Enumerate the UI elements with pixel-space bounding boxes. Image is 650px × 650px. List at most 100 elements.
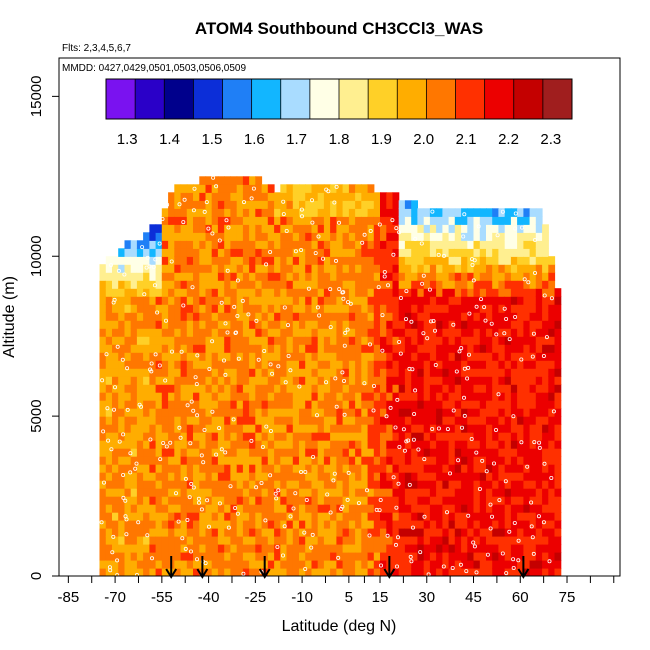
heatmap-cell bbox=[236, 176, 244, 185]
heatmap-cell bbox=[461, 560, 468, 569]
heatmap-cell bbox=[348, 424, 356, 433]
sample-point bbox=[303, 469, 308, 474]
heatmap-cell bbox=[398, 424, 406, 433]
sample-point bbox=[331, 478, 336, 483]
heatmap-cell bbox=[529, 504, 537, 513]
sample-point bbox=[377, 222, 382, 227]
sample-point bbox=[179, 349, 184, 354]
heatmap-cell bbox=[548, 400, 556, 409]
heatmap-cell bbox=[392, 536, 400, 545]
heatmap-cell bbox=[299, 296, 306, 305]
heatmap-cell bbox=[367, 216, 375, 225]
heatmap-cell bbox=[404, 368, 412, 377]
heatmap-cell bbox=[355, 448, 362, 457]
heatmap-cell bbox=[386, 400, 394, 409]
heatmap-cell bbox=[242, 280, 250, 289]
heatmap-cell bbox=[317, 304, 325, 313]
heatmap-cell bbox=[348, 200, 356, 209]
heatmap-cell bbox=[261, 496, 269, 505]
heatmap-cell bbox=[367, 456, 375, 465]
heatmap-cell bbox=[367, 192, 375, 201]
heatmap-cell bbox=[436, 480, 443, 489]
heatmap-cell bbox=[249, 216, 256, 225]
heatmap-cell bbox=[330, 240, 337, 249]
sample-point bbox=[328, 325, 333, 330]
heatmap-cell bbox=[423, 296, 431, 305]
sample-point bbox=[477, 486, 482, 491]
heatmap-cell bbox=[317, 248, 325, 257]
heatmap-cell bbox=[404, 336, 412, 345]
heatmap-cell bbox=[155, 264, 163, 273]
heatmap-cell bbox=[386, 512, 394, 521]
heatmap-cell bbox=[311, 520, 319, 529]
heatmap-cell bbox=[323, 400, 331, 409]
heatmap-cell bbox=[323, 512, 331, 521]
colorbar-segment bbox=[193, 79, 223, 119]
heatmap-cell bbox=[535, 248, 543, 257]
heatmap-cell bbox=[348, 184, 356, 193]
heatmap-cell bbox=[355, 232, 362, 241]
heatmap-cell bbox=[523, 352, 531, 361]
heatmap-cell bbox=[355, 200, 362, 209]
heatmap-cell bbox=[99, 456, 107, 465]
heatmap-cell bbox=[542, 496, 549, 505]
heatmap-cell bbox=[361, 320, 369, 329]
heatmap-cell bbox=[392, 560, 400, 569]
heatmap-cell bbox=[454, 352, 462, 361]
heatmap-cell bbox=[448, 392, 456, 401]
heatmap-cell bbox=[442, 248, 450, 257]
heatmap-cell bbox=[217, 224, 225, 233]
heatmap-cell bbox=[274, 304, 281, 313]
heatmap-cell bbox=[186, 336, 194, 345]
heatmap-cell bbox=[199, 272, 207, 281]
heatmap-cell bbox=[305, 360, 312, 369]
heatmap-cell bbox=[342, 320, 350, 329]
heatmap-cell bbox=[180, 336, 188, 345]
heatmap-cell bbox=[305, 568, 312, 576]
heatmap-cell bbox=[230, 224, 238, 233]
sample-point bbox=[101, 429, 106, 434]
sample-point bbox=[256, 357, 261, 362]
heatmap-cell bbox=[442, 512, 450, 521]
heatmap-cell bbox=[267, 208, 275, 217]
heatmap-cell bbox=[168, 240, 175, 249]
heatmap-cell bbox=[454, 344, 462, 353]
heatmap-cell bbox=[479, 408, 487, 417]
heatmap-cell bbox=[479, 296, 487, 305]
heatmap-cell bbox=[523, 496, 531, 505]
heatmap-cell bbox=[336, 432, 344, 441]
heatmap-cell bbox=[217, 176, 225, 185]
heatmap-cell bbox=[292, 384, 300, 393]
heatmap-cell bbox=[510, 368, 518, 377]
sample-point bbox=[160, 216, 165, 221]
sample-point bbox=[345, 497, 350, 502]
sample-point bbox=[522, 277, 527, 282]
heatmap-cell bbox=[205, 336, 213, 345]
sample-point bbox=[529, 500, 534, 505]
heatmap-cell bbox=[99, 544, 107, 553]
heatmap-cell bbox=[330, 544, 337, 553]
heatmap-cell bbox=[361, 472, 369, 481]
heatmap-cell bbox=[535, 520, 543, 529]
heatmap-cell bbox=[292, 400, 300, 409]
heatmap-cell bbox=[193, 304, 200, 313]
sample-point bbox=[482, 305, 487, 310]
heatmap-cell bbox=[249, 384, 256, 393]
heatmap-cell bbox=[168, 512, 175, 521]
heatmap-cell bbox=[380, 216, 387, 225]
heatmap-cell bbox=[124, 296, 132, 305]
heatmap-cell bbox=[242, 568, 250, 576]
heatmap-cell bbox=[330, 280, 337, 289]
heatmap-cell bbox=[180, 192, 188, 201]
heatmap-cell bbox=[211, 320, 219, 329]
heatmap-cell bbox=[454, 448, 462, 457]
heatmap-cell bbox=[486, 488, 493, 497]
heatmap-cell bbox=[423, 552, 431, 561]
heatmap-cell bbox=[517, 472, 524, 481]
heatmap-cell bbox=[286, 376, 294, 385]
heatmap-cell bbox=[249, 312, 256, 321]
heatmap-cell bbox=[261, 432, 269, 441]
heatmap-cell bbox=[330, 328, 337, 337]
heatmap-cell bbox=[99, 568, 107, 576]
heatmap-cell bbox=[267, 280, 275, 289]
